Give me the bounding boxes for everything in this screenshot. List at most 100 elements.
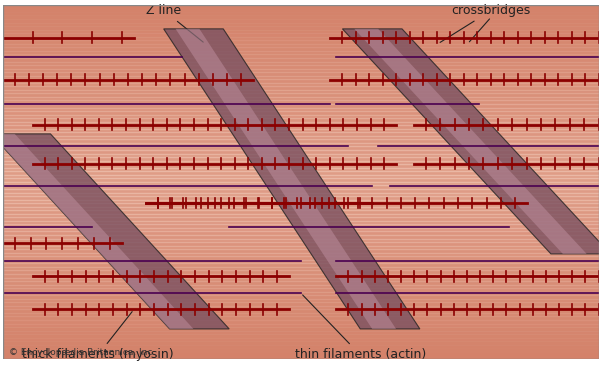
Bar	[3, 196, 599, 200]
Bar	[3, 310, 599, 313]
Bar	[3, 26, 599, 30]
Bar	[3, 242, 599, 246]
Bar	[3, 161, 599, 164]
Bar	[3, 235, 599, 239]
Bar	[3, 79, 599, 83]
Bar	[3, 260, 599, 263]
Bar	[3, 239, 599, 242]
Bar	[3, 108, 599, 111]
Bar	[3, 231, 599, 235]
Text: © Encyclopædia Britannica, Inc.: © Encyclopædia Britannica, Inc.	[9, 349, 155, 357]
Bar	[3, 93, 599, 97]
Bar	[3, 150, 599, 154]
Bar	[3, 249, 599, 253]
Bar	[3, 217, 599, 221]
Bar	[3, 203, 599, 207]
Bar	[3, 320, 599, 323]
Bar	[3, 207, 599, 210]
Bar	[3, 146, 599, 150]
Bar	[3, 327, 599, 331]
Bar	[3, 40, 599, 44]
Bar	[3, 274, 599, 277]
Bar	[3, 246, 599, 249]
Bar	[3, 316, 599, 320]
Bar	[3, 356, 599, 359]
Bar	[3, 348, 599, 352]
Bar	[3, 76, 599, 79]
Bar	[3, 281, 599, 285]
Bar	[3, 104, 599, 108]
Bar	[3, 178, 599, 182]
Bar	[3, 100, 599, 104]
Bar	[3, 37, 599, 40]
Bar	[3, 44, 599, 47]
Bar	[3, 214, 599, 217]
Bar	[3, 185, 599, 189]
Bar	[3, 270, 599, 274]
Bar	[3, 72, 599, 76]
Bar	[3, 54, 599, 58]
Bar	[3, 182, 599, 185]
Bar	[3, 62, 599, 65]
Bar	[3, 306, 599, 310]
Bar	[3, 263, 599, 267]
Bar	[3, 51, 599, 54]
Polygon shape	[343, 29, 600, 254]
Bar	[3, 90, 599, 93]
Bar	[3, 228, 599, 231]
Bar	[3, 345, 599, 348]
Polygon shape	[0, 134, 193, 329]
Bar	[3, 154, 599, 157]
Bar	[3, 97, 599, 100]
Bar	[3, 83, 599, 86]
Bar	[3, 65, 599, 69]
Polygon shape	[355, 29, 587, 254]
Bar	[3, 299, 599, 302]
Bar	[3, 295, 599, 299]
Bar	[3, 86, 599, 90]
Bar	[3, 313, 599, 316]
Bar	[3, 125, 599, 129]
Bar	[3, 118, 599, 122]
Bar	[3, 256, 599, 260]
Polygon shape	[176, 29, 396, 329]
Bar	[3, 175, 599, 178]
Bar	[3, 129, 599, 132]
Bar	[3, 200, 599, 203]
Bar	[3, 122, 599, 125]
Bar	[3, 33, 599, 37]
Bar	[3, 143, 599, 146]
Bar	[3, 168, 599, 171]
Bar	[3, 69, 599, 72]
Polygon shape	[164, 29, 420, 329]
Bar	[3, 111, 599, 115]
Bar	[3, 8, 599, 12]
Bar	[3, 210, 599, 214]
Bar	[3, 139, 599, 143]
Bar	[3, 323, 599, 327]
Bar	[3, 224, 599, 228]
Text: thick filaments (myosin): thick filaments (myosin)	[22, 312, 174, 361]
Bar	[3, 341, 599, 345]
Bar	[3, 288, 599, 292]
Bar	[3, 285, 599, 288]
Text: Z line: Z line	[146, 4, 203, 42]
Bar	[3, 19, 599, 23]
Bar	[3, 12, 599, 15]
Bar	[3, 253, 599, 256]
Bar	[3, 267, 599, 270]
Bar	[3, 277, 599, 281]
Bar	[3, 164, 599, 168]
Bar	[3, 5, 599, 8]
Bar	[3, 331, 599, 334]
Bar	[3, 58, 599, 62]
Polygon shape	[0, 134, 229, 329]
Text: thin filaments (actin): thin filaments (actin)	[295, 295, 426, 361]
Bar	[3, 302, 599, 306]
Bar	[3, 338, 599, 341]
Bar	[3, 115, 599, 118]
Bar	[3, 30, 599, 33]
Bar	[3, 157, 599, 161]
Bar	[3, 136, 599, 139]
Bar	[3, 292, 599, 295]
